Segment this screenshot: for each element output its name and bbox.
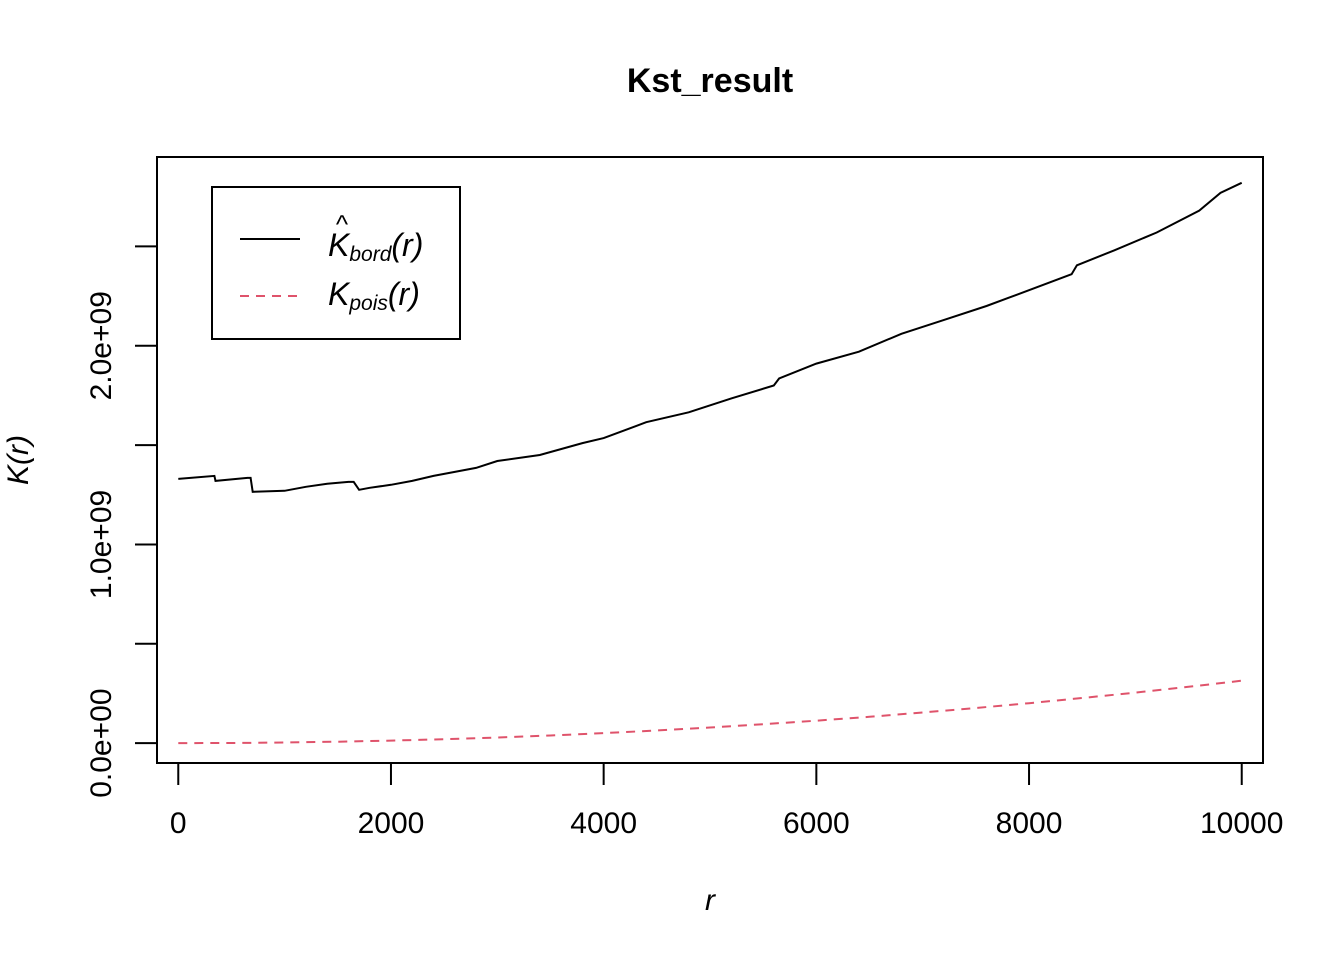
x-axis-label: r: [705, 884, 716, 917]
y-tick-label: 2.0e+09: [85, 291, 118, 400]
y-tick-label: 0.0e+00: [85, 688, 118, 797]
legend-hat-bord: ^: [336, 209, 349, 239]
x-tick-label: 10000: [1200, 807, 1283, 840]
y-tick-label: 1.0e+09: [85, 490, 118, 599]
y-axis-label: K(r): [2, 435, 35, 485]
x-tick-label: 2000: [358, 807, 425, 840]
x-tick-label: 4000: [570, 807, 637, 840]
x-tick-label: 0: [170, 807, 187, 840]
legend-box: [211, 186, 461, 340]
chart-title: Kst_result: [627, 62, 793, 100]
legend: Kbord(r) ^ Kpois(r): [211, 186, 461, 340]
x-tick-label: 8000: [996, 807, 1063, 840]
y-axis: 0.0e+00 1.0e+09 2.0e+09: [85, 245, 158, 798]
series-line-bord: [178, 181, 1243, 493]
x-tick-label: 6000: [783, 807, 850, 840]
series-line-pois: [178, 679, 1242, 745]
legend-label-bord: Kbord(r): [328, 227, 423, 266]
legend-label-pois: Kpois(r): [328, 276, 420, 315]
x-axis: 0 2000 4000 6000 8000 10000: [170, 762, 1283, 840]
series-layer: [178, 181, 1243, 745]
